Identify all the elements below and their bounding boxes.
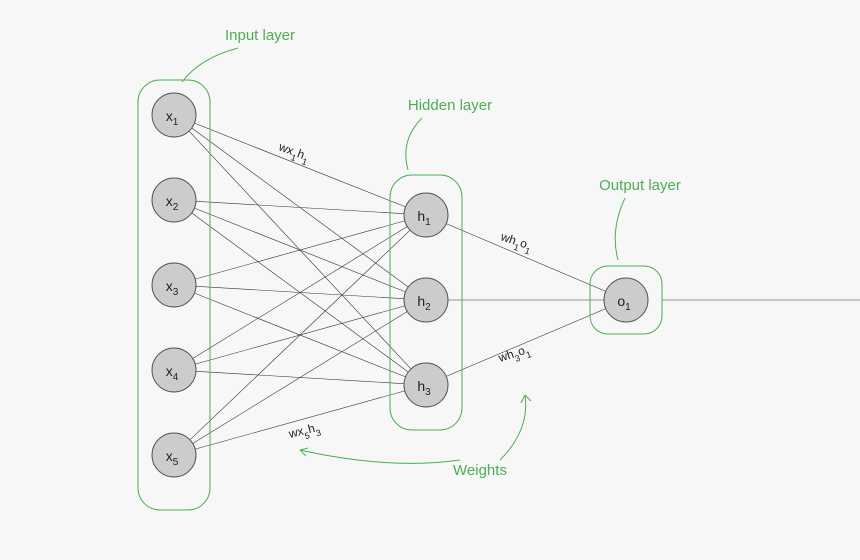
input-layer-title: Input layer: [225, 27, 295, 44]
node-x4: x4: [152, 348, 196, 392]
node-x2: x2: [152, 178, 196, 222]
node-o1: o1: [604, 278, 648, 322]
node-h3: h3: [404, 363, 448, 407]
weights-annotation-label: Weights: [453, 462, 507, 479]
node-x5: x5: [152, 433, 196, 477]
node-h1: h1: [404, 193, 448, 237]
hidden-layer-title: Hidden layer: [408, 97, 492, 114]
output-layer-title: Output layer: [599, 177, 681, 194]
node-x3: x3: [152, 263, 196, 307]
neural-network-diagram: x1 x2 x3 x4 x5 h1 h2 h3 o1 Input layer Hidden laye…: [0, 0, 860, 560]
node-x1: x1: [152, 93, 196, 137]
node-h2: h2: [404, 278, 448, 322]
